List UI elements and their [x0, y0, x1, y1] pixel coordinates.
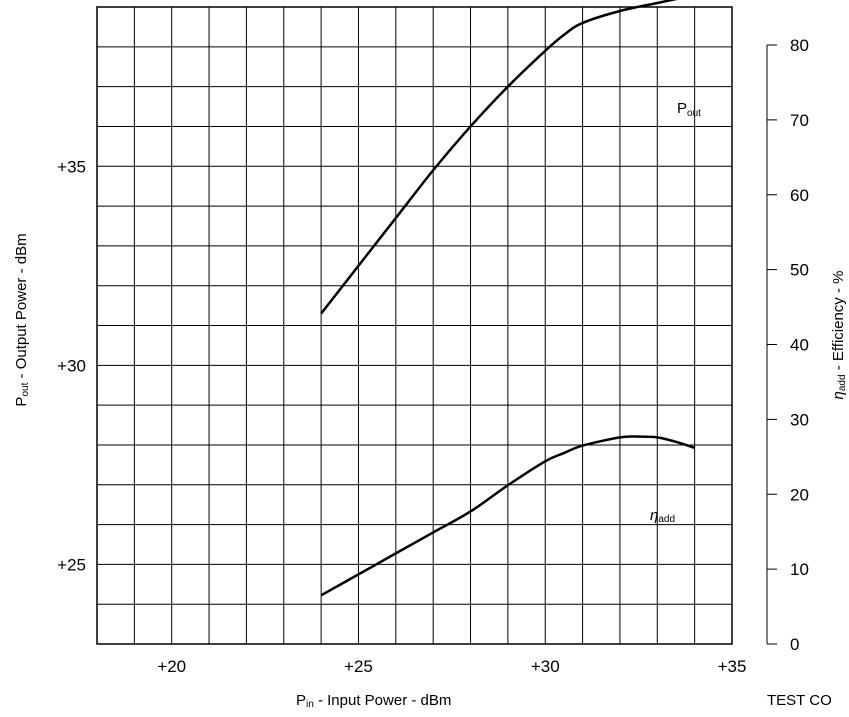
y-right-tick-label: 50: [790, 261, 809, 280]
y-right-tick-label: 0: [790, 635, 799, 654]
y-right-tick-label: 70: [790, 111, 809, 130]
y-left-axis-label: Pout - Output Power - dBm: [13, 233, 31, 406]
x-tick-labels: +20 +25 +30 +35: [157, 657, 746, 676]
series-curves: [320, 0, 696, 597]
y-left-tick-label: +25: [57, 555, 86, 574]
x-tick-label: +25: [344, 657, 373, 676]
y-right-tick-labels: 0 10 20 30 40 50 60 70 80: [767, 36, 809, 654]
y-right-axis-label: ηadd - Efficiency - %: [830, 271, 848, 400]
footer-text: TEST CO: [767, 692, 832, 709]
y-right-tick-label: 10: [790, 560, 809, 579]
series-label-pout: Pout: [677, 100, 701, 119]
series-label-eta-add: ηadd: [650, 507, 675, 525]
plot-frame: [96, 6, 733, 645]
y-left-tick-label: +35: [57, 157, 86, 176]
y-left-tick-labels: +25 +30 +35: [57, 157, 86, 574]
grid: [97, 7, 732, 644]
y-right-tick-label: 30: [790, 410, 809, 429]
y-right-tick-label: 80: [790, 36, 809, 55]
y-left-tick-label: +30: [57, 356, 86, 375]
x-tick-label: +20: [157, 657, 186, 676]
series-line-pout: [320, 0, 678, 315]
y-right-tick-label: 40: [790, 336, 809, 355]
series-line-eta-add: [320, 435, 696, 597]
x-tick-label: +35: [718, 657, 747, 676]
y-right-tick-label: 20: [790, 485, 809, 504]
y-right-tick-label: 60: [790, 186, 809, 205]
x-axis-label: Pin - Input Power - dBm: [296, 692, 451, 710]
x-tick-label: +30: [531, 657, 560, 676]
